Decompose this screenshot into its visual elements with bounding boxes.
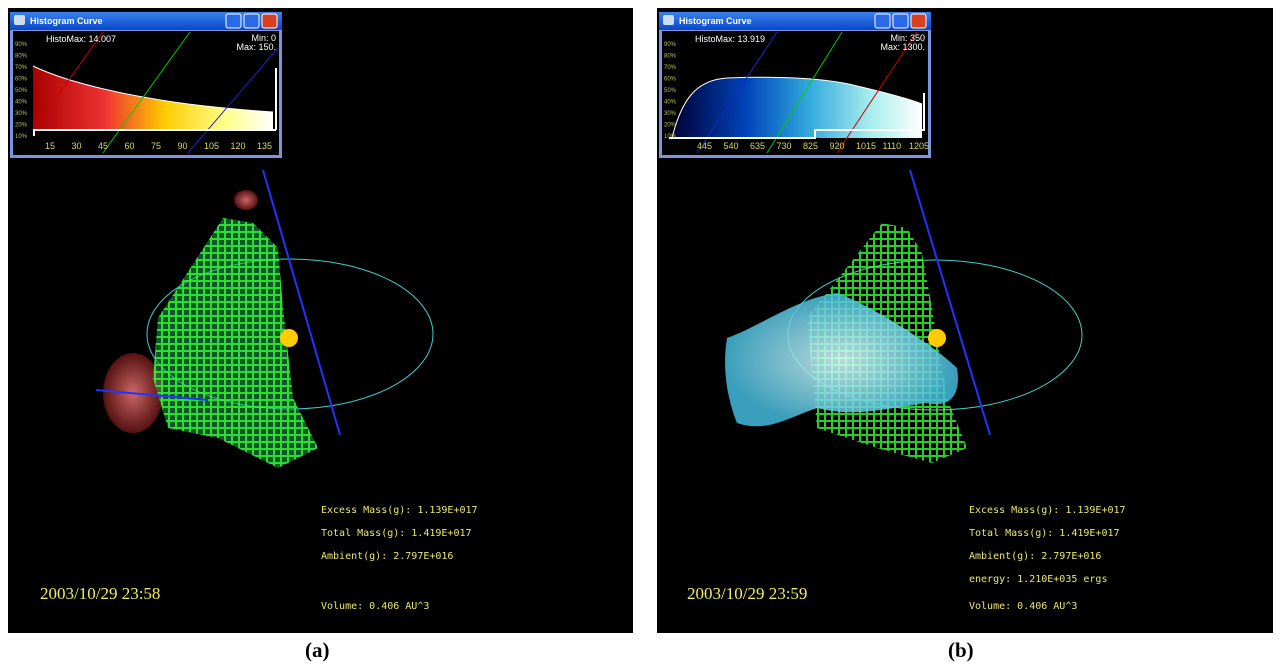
x-label: 445 (697, 141, 712, 151)
y-label: 70% (664, 65, 677, 71)
histo-max: HistoMax: 14.007 (46, 34, 116, 44)
caption: (a) (305, 638, 330, 663)
page: Histogram CurveHistoMax: 14.007Min: 0Max… (0, 0, 1281, 667)
y-label: 60% (664, 77, 677, 83)
y-label: 20% (15, 123, 28, 129)
stat-line: Excess Mass(g): 1.139E+017 (321, 505, 478, 516)
sun (928, 329, 946, 347)
y-label: 60% (15, 77, 28, 83)
x-label: 90 (178, 141, 188, 151)
maximize-button[interactable] (244, 14, 259, 28)
x-label: 1205 (909, 141, 929, 151)
x-label: 75 (151, 141, 161, 151)
y-label: 70% (15, 65, 28, 71)
x-label: 120 (231, 141, 246, 151)
max-label: Max: 150. (236, 42, 276, 52)
y-label: 20% (664, 123, 677, 129)
y-label: 10% (15, 134, 28, 140)
y-label: 50% (664, 88, 677, 94)
max-label: Max: 1300. (880, 42, 925, 52)
y-label: 90% (15, 42, 28, 48)
minimize-button[interactable] (875, 14, 890, 28)
stat-line: Total Mass(g): 1.419E+017 (969, 528, 1120, 539)
y-label: 80% (664, 54, 677, 60)
timestamp: 2003/10/29 23:58 (40, 584, 160, 603)
window-icon (663, 15, 674, 25)
y-label: 50% (15, 88, 28, 94)
window-title: Histogram Curve (30, 16, 103, 26)
stat-line: Excess Mass(g): 1.139E+017 (969, 505, 1126, 516)
stat-line: Ambient(g): 2.797E+016 (321, 551, 453, 562)
red-blob (234, 190, 258, 210)
y-label: 30% (664, 111, 677, 117)
volume: Volume: 0.406 AU^3 (969, 601, 1077, 612)
caption: (b) (948, 638, 974, 663)
sun (280, 329, 298, 347)
stat-line: energy: 1.210E+035 ergs (969, 574, 1107, 585)
timestamp: 2003/10/29 23:59 (687, 584, 807, 603)
window-title: Histogram Curve (679, 16, 752, 26)
x-label: 105 (204, 141, 219, 151)
x-label: 1015 (856, 141, 876, 151)
x-label: 540 (724, 141, 739, 151)
maximize-button[interactable] (893, 14, 908, 28)
minimize-button[interactable] (226, 14, 241, 28)
y-label: 80% (15, 54, 28, 60)
x-label: 920 (830, 141, 845, 151)
window-icon (14, 15, 25, 25)
y-label: 30% (15, 111, 28, 117)
volume: Volume: 0.406 AU^3 (321, 601, 429, 612)
stat-line: Ambient(g): 2.797E+016 (969, 551, 1101, 562)
x-label: 15 (45, 141, 55, 151)
x-label: 30 (72, 141, 82, 151)
x-label: 730 (777, 141, 792, 151)
close-button[interactable] (911, 14, 926, 28)
y-label: 40% (664, 100, 677, 106)
y-label: 10% (664, 134, 677, 140)
x-label: 635 (750, 141, 765, 151)
stat-line: Total Mass(g): 1.419E+017 (321, 528, 472, 539)
x-label: 135 (257, 141, 272, 151)
histo-max: HistoMax: 13.919 (695, 34, 765, 44)
y-label: 40% (15, 100, 28, 106)
close-button[interactable] (262, 14, 277, 28)
x-label: 825 (803, 141, 818, 151)
x-label: 1110 (883, 141, 902, 151)
x-label: 60 (125, 141, 135, 151)
x-label: 45 (98, 141, 108, 151)
y-label: 90% (664, 42, 677, 48)
